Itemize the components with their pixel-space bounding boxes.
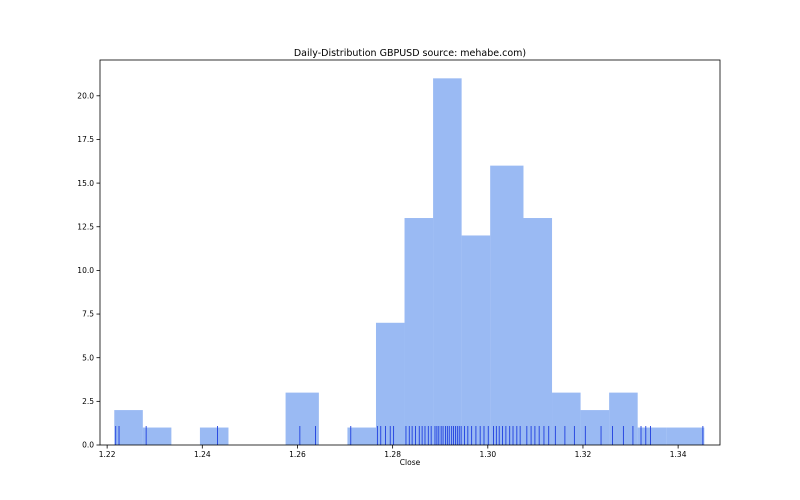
histogram-bar: [580, 410, 610, 445]
y-tick-label: 17.5: [77, 135, 94, 144]
y-tick-label: 2.5: [82, 397, 94, 406]
y-axis-ticks: 0.0 2.5 5.0 7.5 10.0 12.5 15.0 17.5 20.0: [77, 91, 100, 450]
x-tick-label: 1.28: [384, 450, 401, 459]
histogram-bar: [490, 165, 524, 445]
x-axis-label: Close: [400, 458, 421, 467]
histogram-bar: [347, 427, 376, 445]
x-tick-label: 1.24: [194, 450, 211, 459]
histogram-bar: [461, 235, 491, 445]
plot-frame: [99, 59, 721, 446]
histogram-bar: [142, 427, 172, 445]
histogram-bar: [199, 427, 229, 445]
chart-title: Daily-Distribution GBPUSD source: mehabe…: [294, 48, 526, 59]
x-tick-label: 1.32: [575, 450, 592, 459]
histogram-bar: [114, 410, 143, 445]
y-tick-label: 0.0: [82, 441, 94, 450]
rug-marks: [115, 426, 704, 445]
y-tick-label: 10.0: [77, 266, 94, 275]
x-tick-label: 1.30: [479, 450, 496, 459]
y-tick-label: 20.0: [77, 91, 94, 100]
y-tick-label: 15.0: [77, 179, 94, 188]
y-tick-label: 7.5: [82, 310, 94, 319]
x-axis-ticks: 1.22 1.24 1.26 1.28 1.30 1.32 1.34: [99, 445, 687, 459]
histogram-bars: [114, 78, 705, 445]
x-tick-label: 1.22: [99, 450, 116, 459]
histogram-bar: [404, 218, 434, 445]
y-tick-label: 12.5: [77, 222, 94, 231]
x-tick-label: 1.26: [289, 450, 306, 459]
histogram-bar: [285, 392, 319, 445]
y-tick-label: 5.0: [82, 353, 94, 362]
histogram-bar: [523, 218, 553, 445]
histogram-bar: [552, 392, 581, 445]
x-tick-label: 1.34: [670, 450, 687, 459]
histogram-bar: [666, 427, 705, 445]
histogram-bar: [637, 427, 667, 445]
histogram-bar: [375, 322, 405, 445]
histogram-bar: [433, 78, 462, 445]
